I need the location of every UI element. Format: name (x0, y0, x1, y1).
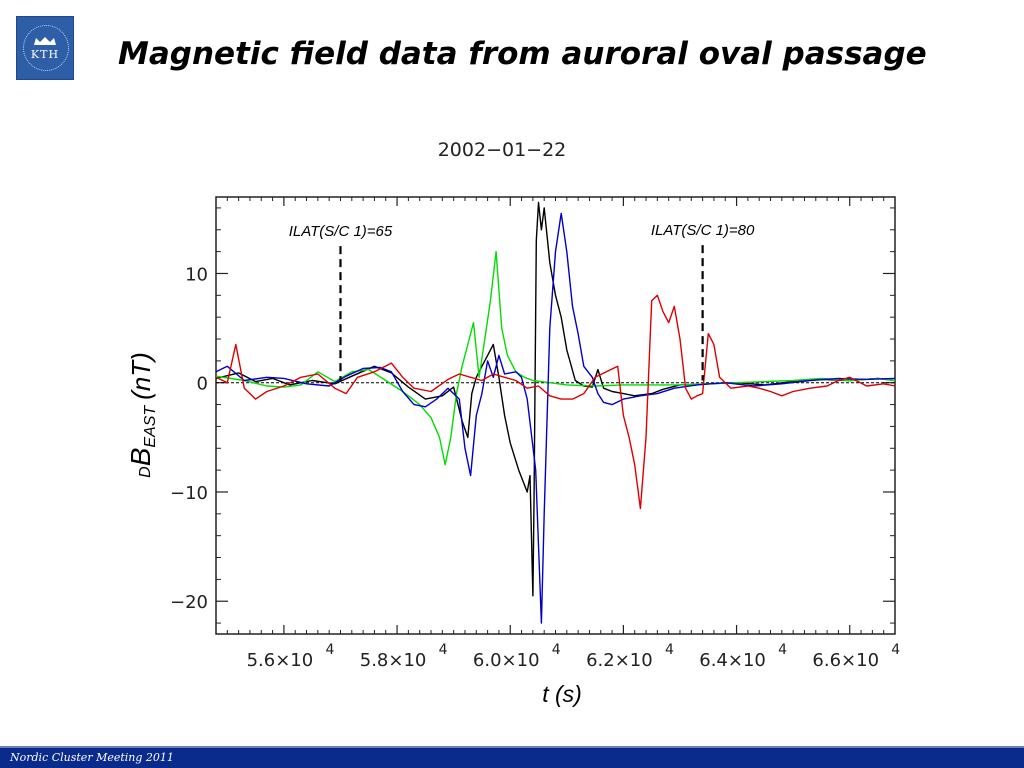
y-axis-label-sub: EAST (142, 405, 159, 448)
x-tick-label: 6.4×10 (699, 650, 766, 671)
kth-logo: KTH (16, 16, 74, 80)
x-axis-label: t (s) (542, 681, 582, 707)
x-tick-label: 5.8×10 (360, 650, 427, 671)
svg-text:DBEAST(nT): DBEAST (nT) (125, 352, 159, 478)
y-axis-label-unit: (nT) (126, 352, 156, 400)
chart-title: 2002−01−22 (438, 139, 567, 161)
series-line-1 (215, 250, 896, 466)
y-axis-label-main: B (125, 448, 156, 467)
y-axis-label-prefix: D (137, 466, 154, 478)
y-tick-label: −20 (170, 592, 208, 613)
x-tick-exponent: 4 (891, 642, 900, 658)
x-tick-exponent: 4 (325, 642, 334, 658)
series-line-2 (215, 212, 896, 624)
x-tick-label: 6.0×10 (473, 650, 540, 671)
y-tick-label: 10 (185, 264, 208, 285)
logo-ring-decoration (23, 25, 69, 71)
magnetic-field-chart: 2002−01−22 ILAT(S/C 1)=65 ILAT(S/C 1)=80 … (125, 139, 900, 707)
y-tick-label: −10 (170, 483, 208, 504)
footer-bar: Nordic Cluster Meeting 2011 (0, 746, 1024, 768)
y-axis-label: DBEAST (nT) (125, 352, 159, 478)
x-tick-exponent: 4 (439, 642, 448, 658)
x-tick-exponent: 4 (552, 642, 561, 658)
x-tick-label: 6.2×10 (586, 650, 653, 671)
series-line-0 (215, 201, 896, 597)
x-tick-exponent: 4 (665, 642, 674, 658)
annotation-label: ILAT(S/C 1)=65 (289, 223, 393, 240)
plot-frame (215, 196, 896, 635)
footer-text: Nordic Cluster Meeting 2011 (10, 751, 174, 764)
annotation-label: ILAT(S/C 1)=80 (651, 222, 755, 239)
x-tick-label: 5.6×10 (247, 650, 314, 671)
x-tick-label: 6.6×10 (812, 650, 879, 671)
slide-title: Magnetic field data from auroral oval pa… (118, 36, 927, 72)
series-line-3 (215, 294, 896, 510)
x-tick-exponent: 4 (778, 642, 787, 658)
y-tick-label: 0 (197, 374, 208, 395)
